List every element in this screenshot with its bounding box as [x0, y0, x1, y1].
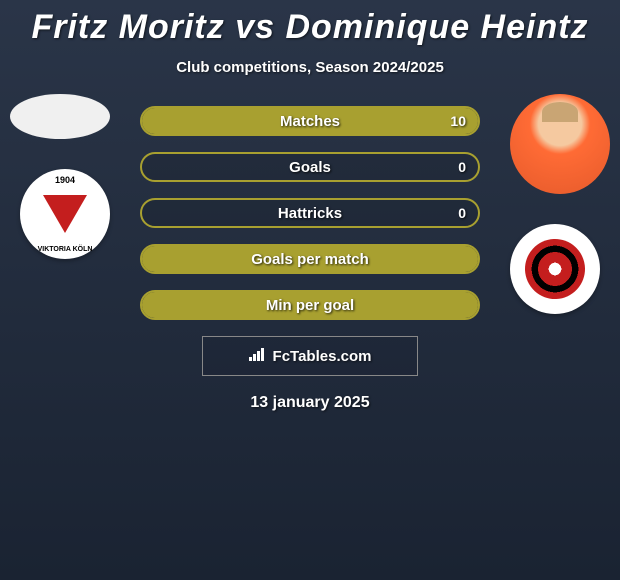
stat-fill-right	[142, 108, 478, 134]
player-avatar-left	[10, 94, 110, 139]
stat-label: Goals	[142, 159, 478, 176]
stat-fill-right	[142, 292, 478, 318]
left-column: 1904 VIKTORIA KÖLN	[10, 94, 110, 259]
club-badge-right	[510, 224, 600, 314]
watermark-text: FcTables.com	[273, 348, 372, 365]
stat-row: Goals0	[140, 152, 480, 182]
page-title: Fritz Moritz vs Dominique Heintz	[0, 8, 620, 47]
stat-row: Goals per match	[140, 244, 480, 274]
subtitle: Club competitions, Season 2024/2025	[0, 59, 620, 76]
comparison-card: Fritz Moritz vs Dominique Heintz Club co…	[0, 0, 620, 412]
stat-value-right: 10	[450, 113, 466, 129]
chart-icon	[249, 347, 267, 366]
right-column	[510, 94, 610, 314]
badge-v-shape	[43, 195, 87, 233]
stat-rows: Matches10Goals0Hattricks0Goals per match…	[140, 106, 480, 320]
stat-row: Matches10	[140, 106, 480, 136]
badge-year: 1904	[20, 175, 110, 185]
stat-row: Min per goal	[140, 290, 480, 320]
watermark: FcTables.com	[202, 336, 418, 376]
stat-value-right: 0	[458, 205, 466, 221]
badge-swirl-icon	[517, 231, 594, 308]
stat-fill-right	[142, 246, 478, 272]
club-badge-left: 1904 VIKTORIA KÖLN	[20, 169, 110, 259]
date: 13 january 2025	[0, 394, 620, 412]
stat-value-right: 0	[458, 159, 466, 175]
badge-club-name: VIKTORIA KÖLN	[20, 246, 110, 253]
content-area: 1904 VIKTORIA KÖLN Matches10Goals0Hattri…	[0, 106, 620, 412]
stat-label: Hattricks	[142, 205, 478, 222]
stat-row: Hattricks0	[140, 198, 480, 228]
player-avatar-right	[510, 94, 610, 194]
